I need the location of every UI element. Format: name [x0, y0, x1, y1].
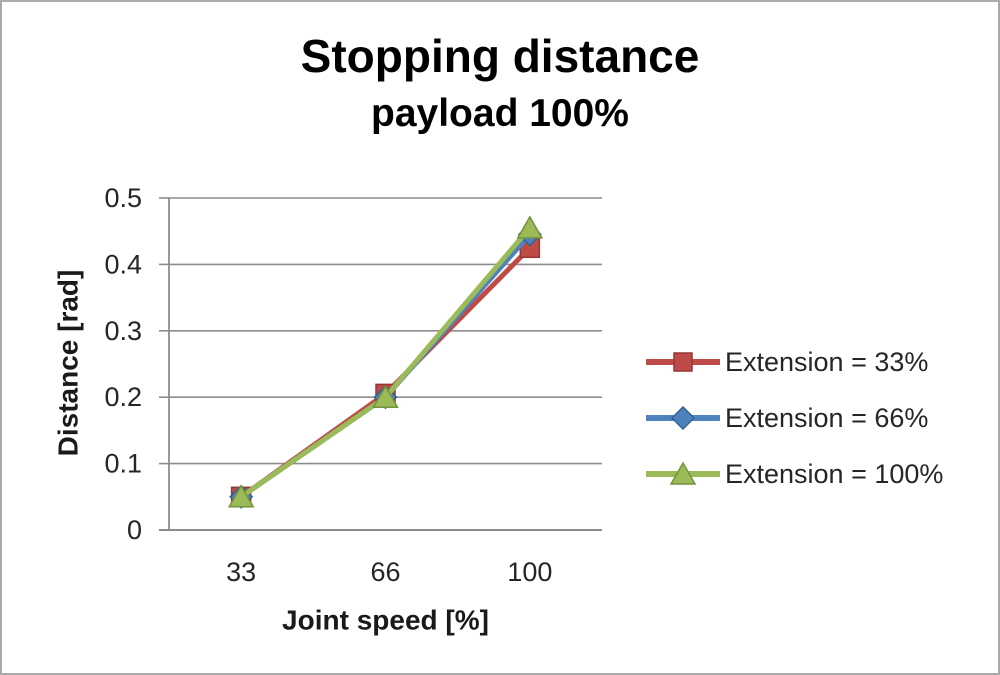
legend-label: Extension = 100%: [725, 458, 944, 489]
legend-item-extension-33: Extension = 33%: [646, 334, 996, 390]
x-tick-label: 33: [226, 557, 256, 587]
legend-key-square: [673, 352, 693, 372]
series-line-extension-100: [238, 225, 533, 500]
chart-subtitle: payload 100%: [371, 92, 629, 135]
series-extension-100-triangle-marker: [372, 384, 399, 408]
y-tick-label: 0.4: [104, 249, 142, 279]
series-extension-100-triangle-marker: [516, 215, 544, 239]
legend-key-triangle: [669, 461, 697, 485]
legend-diamond-key-icon: [646, 405, 720, 431]
y-tick-label: 0: [127, 515, 142, 545]
legend-label: Extension = 66%: [725, 402, 929, 433]
x-tick-label: 100: [507, 557, 552, 587]
legend-label: Extension = 33%: [725, 346, 929, 377]
y-tick-label: 0.3: [104, 316, 142, 346]
series-extension-100-triangle-marker: [227, 484, 255, 508]
y-tick-label: 0.2: [104, 382, 142, 412]
y-tick-label: 0.5: [104, 183, 142, 213]
y-axis-title: Distance [rad]: [53, 270, 84, 457]
legend-triangle-key-icon: [646, 461, 720, 485]
y-tick-label: 0.1: [104, 449, 142, 479]
legend: Extension = 33% Extension = 66% Extension …: [646, 334, 996, 502]
x-tick-label: 66: [370, 557, 400, 587]
legend-item-extension-100: Extension = 100%: [646, 446, 996, 502]
legend-square-key-icon: [646, 352, 720, 372]
legend-key-diamond: [670, 405, 696, 431]
x-axis-title: Joint speed [%]: [282, 605, 489, 636]
chart-title: Stopping distance: [300, 30, 700, 82]
series-line-extension-66: [238, 232, 533, 500]
legend-item-extension-66: Extension = 66%: [646, 390, 996, 446]
